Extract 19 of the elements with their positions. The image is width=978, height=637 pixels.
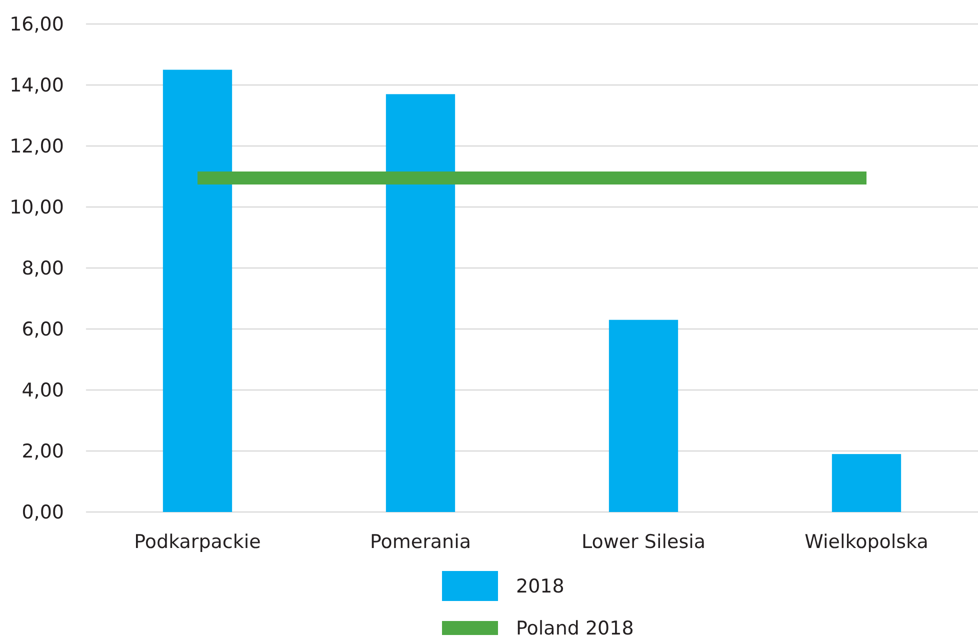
x-tick-label: Podkarpackie	[134, 531, 261, 553]
legend-label: 2018	[516, 576, 564, 598]
bar	[832, 454, 902, 512]
y-tick-label: 14,00	[10, 74, 64, 97]
y-tick-label: 2,00	[22, 440, 64, 463]
y-tick-label: 16,00	[10, 14, 64, 36]
x-tick-label: Wielkopolska	[804, 531, 928, 553]
x-tick-label: Lower Silesia	[581, 531, 706, 553]
y-tick-label: 6,00	[22, 318, 64, 341]
bar	[162, 70, 232, 512]
bar	[386, 94, 456, 512]
legend-label: Poland 2018	[516, 618, 634, 637]
y-tick-label: 12,00	[10, 136, 64, 158]
bar	[608, 320, 678, 512]
y-tick-label: 4,00	[22, 380, 64, 402]
y-tick-label: 0,00	[22, 502, 64, 524]
y-tick-label: 8,00	[22, 258, 64, 280]
y-tick-label: 10,00	[10, 196, 64, 219]
x-tick-label: Pomerania	[370, 531, 472, 553]
